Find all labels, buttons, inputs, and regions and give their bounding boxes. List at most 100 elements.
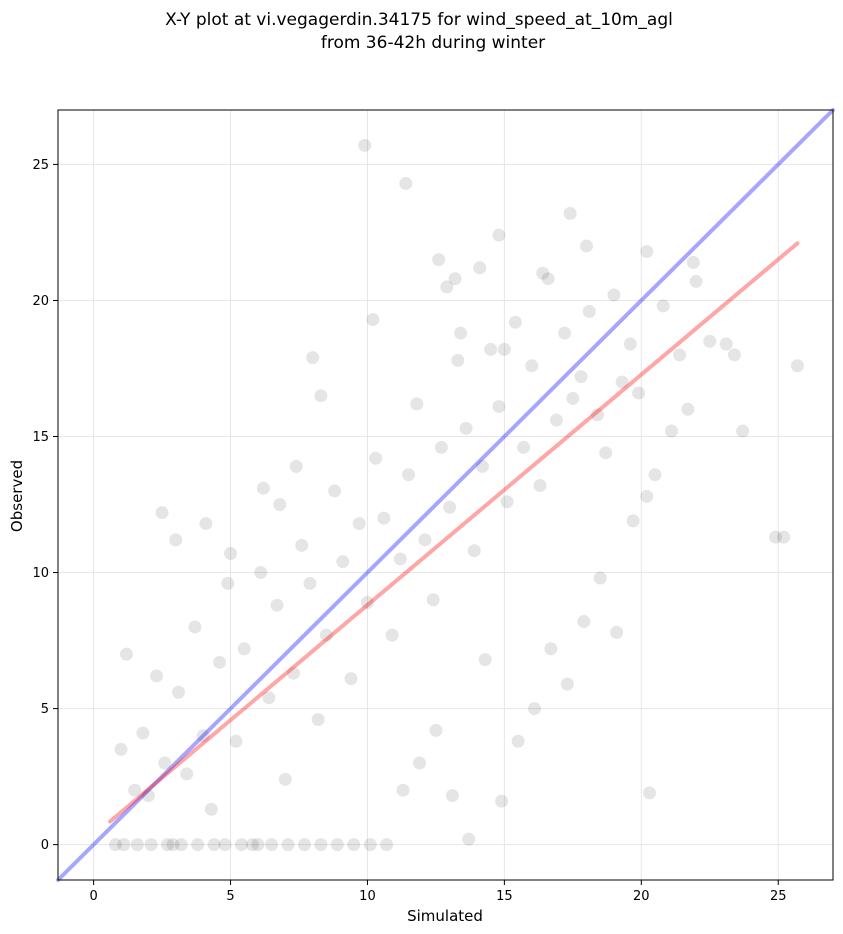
scatter-point xyxy=(328,484,342,498)
scatter-point xyxy=(188,620,202,634)
x-tick-label: 15 xyxy=(496,889,513,904)
scatter-point xyxy=(640,489,654,503)
scatter-point xyxy=(434,440,448,454)
scatter-point xyxy=(136,726,150,740)
scatter-point xyxy=(459,421,473,435)
scatter-point xyxy=(330,838,344,852)
grid-lines xyxy=(58,110,833,880)
scatter-point xyxy=(245,838,259,852)
scatter-point xyxy=(410,397,424,411)
scatter-point xyxy=(541,272,555,286)
scatter-point xyxy=(563,206,577,220)
scatter-point xyxy=(418,533,432,547)
scatter-point xyxy=(229,734,243,748)
scatter-point xyxy=(544,642,558,656)
fit-lines xyxy=(56,108,835,882)
x-tick-label: 10 xyxy=(359,889,376,904)
y-tick-label: 15 xyxy=(32,430,49,445)
scatter-point xyxy=(265,838,279,852)
scatter-point xyxy=(204,802,218,816)
scatter-point xyxy=(615,375,629,389)
scatter-point xyxy=(432,253,446,267)
scatter-point xyxy=(287,666,301,680)
x-tick-label: 0 xyxy=(89,889,97,904)
scatter-point xyxy=(703,334,717,348)
scatter-point xyxy=(525,359,539,373)
scatter-point xyxy=(511,734,525,748)
y-tick-label: 20 xyxy=(32,294,49,309)
x-axis-label: Simulated xyxy=(407,907,483,925)
scatter-point xyxy=(273,498,287,512)
scatter-point xyxy=(251,838,265,852)
scatter-point xyxy=(736,424,750,438)
y-tick-label: 10 xyxy=(32,566,49,581)
scatter-point xyxy=(632,386,646,400)
scatter-point xyxy=(128,783,142,797)
scatter-point xyxy=(497,342,511,356)
scatter-point xyxy=(626,514,640,528)
scatter-point xyxy=(727,348,741,362)
scatter-point xyxy=(262,691,276,705)
scatter-point xyxy=(508,315,522,329)
scatter-point xyxy=(314,838,328,852)
scatter-point xyxy=(599,446,613,460)
scatter-point xyxy=(451,353,465,367)
scatter-point xyxy=(560,677,574,691)
scatter-point xyxy=(517,440,531,454)
regression-line xyxy=(108,241,800,824)
scatter-point xyxy=(643,786,657,800)
scatter-point xyxy=(207,838,221,852)
scatter-point xyxy=(295,538,309,552)
scatter-point xyxy=(495,794,509,808)
scatter-point xyxy=(358,138,372,152)
scatter-point xyxy=(536,266,550,280)
scatter-point xyxy=(117,838,131,852)
scatter-point xyxy=(161,838,175,852)
scatter-point xyxy=(377,511,391,525)
y-tick-label: 5 xyxy=(41,702,49,717)
scatter-point xyxy=(144,838,158,852)
scatter-point xyxy=(114,742,128,756)
scatter-point xyxy=(462,832,476,846)
scatter-point xyxy=(352,517,366,531)
scatter-point xyxy=(396,783,410,797)
y-axis-label: Observed xyxy=(8,460,26,532)
scatter-point xyxy=(574,370,588,384)
scatter-point xyxy=(500,495,514,509)
scatter-point xyxy=(158,756,172,770)
scatter-point xyxy=(454,326,468,340)
scatter-point xyxy=(492,400,506,414)
x-axis-ticks: 0 5 10 15 20 25 xyxy=(89,880,787,904)
scatter-point xyxy=(467,544,481,558)
scatter-point xyxy=(180,767,194,781)
chart-title-line2: from 36-42h during winter xyxy=(321,33,545,53)
scatter-point xyxy=(640,244,654,258)
scatter-point xyxy=(768,530,782,544)
scatter-point xyxy=(393,552,407,566)
x-tick-label: 20 xyxy=(633,889,650,904)
scatter-point xyxy=(363,838,377,852)
y-tick-label: 0 xyxy=(41,838,49,853)
scatter-point xyxy=(319,628,333,642)
scatter-point xyxy=(719,337,733,351)
plot-frame xyxy=(57,109,834,881)
scatter-point xyxy=(580,239,594,253)
scatter-point xyxy=(475,459,489,473)
scatter-point xyxy=(689,274,703,288)
y-axis-ticks: 0 5 10 15 20 25 xyxy=(32,158,58,853)
scatter-point xyxy=(336,555,350,569)
scatter-point xyxy=(385,628,399,642)
chart-title-line1: X-Y plot at vi.vegagerdin.34175 for wind… xyxy=(165,10,673,30)
scatter-point xyxy=(590,408,604,422)
scatter-point xyxy=(297,838,311,852)
scatter-point xyxy=(166,838,180,852)
scatter-point xyxy=(664,424,678,438)
scatter-point xyxy=(492,228,506,242)
scatter-point xyxy=(150,669,164,683)
scatter-point xyxy=(593,571,607,585)
scatter-point xyxy=(426,593,440,607)
scatter-point xyxy=(141,789,155,803)
scatter-point xyxy=(440,280,454,294)
scatter-point xyxy=(790,359,804,373)
